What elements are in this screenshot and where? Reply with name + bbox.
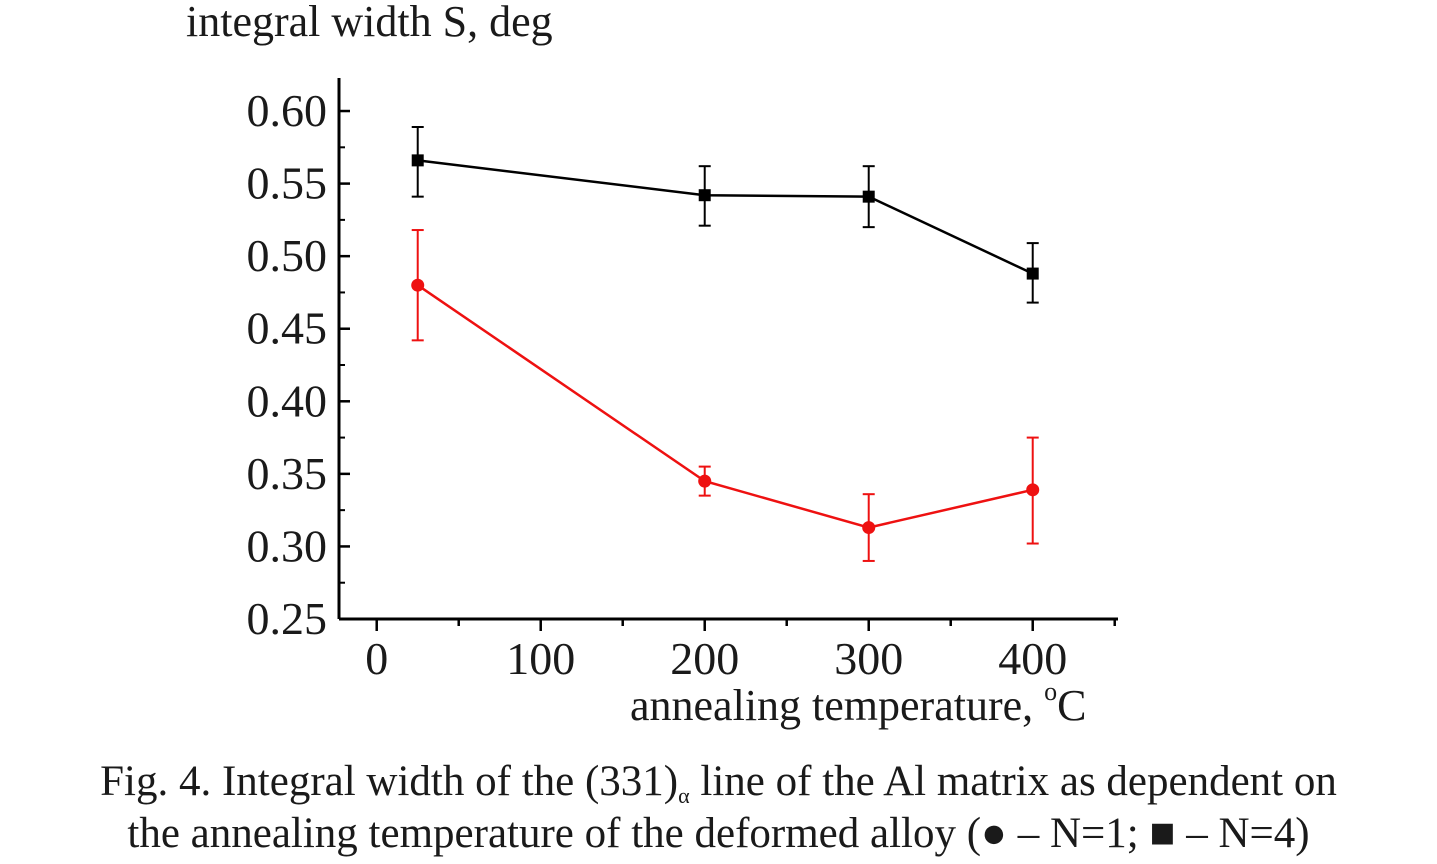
- caption-line-1-end: line of the Al matrix as dependent on: [689, 758, 1337, 805]
- x-axis-title-degree: o: [1044, 677, 1057, 706]
- data-point-square: [411, 154, 424, 167]
- y-tick-label: 0.45: [247, 303, 328, 354]
- x-tick-label: 200: [670, 633, 739, 684]
- caption-alpha-subscript: α: [678, 783, 690, 808]
- x-tick-label: 0: [365, 633, 388, 684]
- data-point-circle: [411, 278, 425, 292]
- data-point-square: [1026, 267, 1039, 280]
- series-N1: [411, 229, 1040, 562]
- y-tick-label: 0.30: [247, 520, 328, 571]
- data-point-square: [862, 190, 875, 203]
- x-tick-label: 400: [998, 633, 1067, 684]
- data-point-circle: [1026, 483, 1040, 497]
- y-tick-label: 0.35: [247, 448, 328, 499]
- series-N4: [411, 125, 1039, 304]
- plot-area: 0.25 0.30 0.35 0.40 0.45 0.50 0.55 0.60 0 100 200 3…: [247, 78, 1118, 684]
- data-point-circle: [698, 474, 712, 488]
- y-tick-label: 0.25: [247, 593, 328, 644]
- y-tick-label: 0.40: [247, 375, 328, 426]
- chart: 0.25 0.30 0.35 0.40 0.45 0.50 0.55 0.60 0 100 200 3…: [186, 0, 1118, 730]
- x-tick-label: 300: [834, 633, 903, 684]
- y-tick-label: 0.50: [247, 230, 328, 281]
- series-line-N1: [417, 284, 1034, 529]
- data-point-square: [698, 189, 711, 202]
- x-axis-title: annealing temperature, oC: [630, 677, 1087, 730]
- y-axis-title: integral width S, deg: [186, 0, 553, 46]
- figure-caption-line-1: Fig. 4. Integral width of the (331)α lin…: [0, 756, 1437, 822]
- series-line-N4: [417, 159, 1034, 275]
- data-point-circle: [862, 521, 876, 535]
- x-axis-title-unit: C: [1057, 681, 1086, 730]
- x-tick-label: 100: [506, 633, 575, 684]
- x-axis-title-text: annealing temperature,: [630, 681, 1044, 730]
- y-tick-label: 0.55: [247, 158, 328, 209]
- y-tick-label: 0.60: [247, 85, 328, 136]
- figure-caption-line-2: the annealing temperature of the deforme…: [127, 810, 1310, 857]
- caption-line-1-start: Fig. 4. Integral width of the (331): [100, 758, 679, 805]
